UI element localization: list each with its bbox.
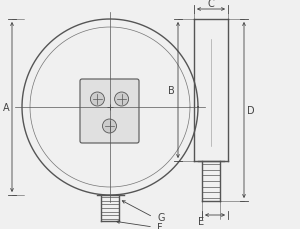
- Text: F: F: [157, 222, 163, 229]
- Text: G: G: [157, 212, 164, 222]
- Text: B: B: [168, 86, 174, 95]
- Text: A: A: [3, 103, 9, 112]
- Circle shape: [115, 93, 129, 106]
- Text: D: D: [247, 106, 255, 115]
- Circle shape: [90, 93, 104, 106]
- Text: C: C: [208, 0, 214, 9]
- Circle shape: [103, 120, 116, 134]
- Text: E: E: [198, 216, 204, 226]
- FancyBboxPatch shape: [80, 80, 139, 143]
